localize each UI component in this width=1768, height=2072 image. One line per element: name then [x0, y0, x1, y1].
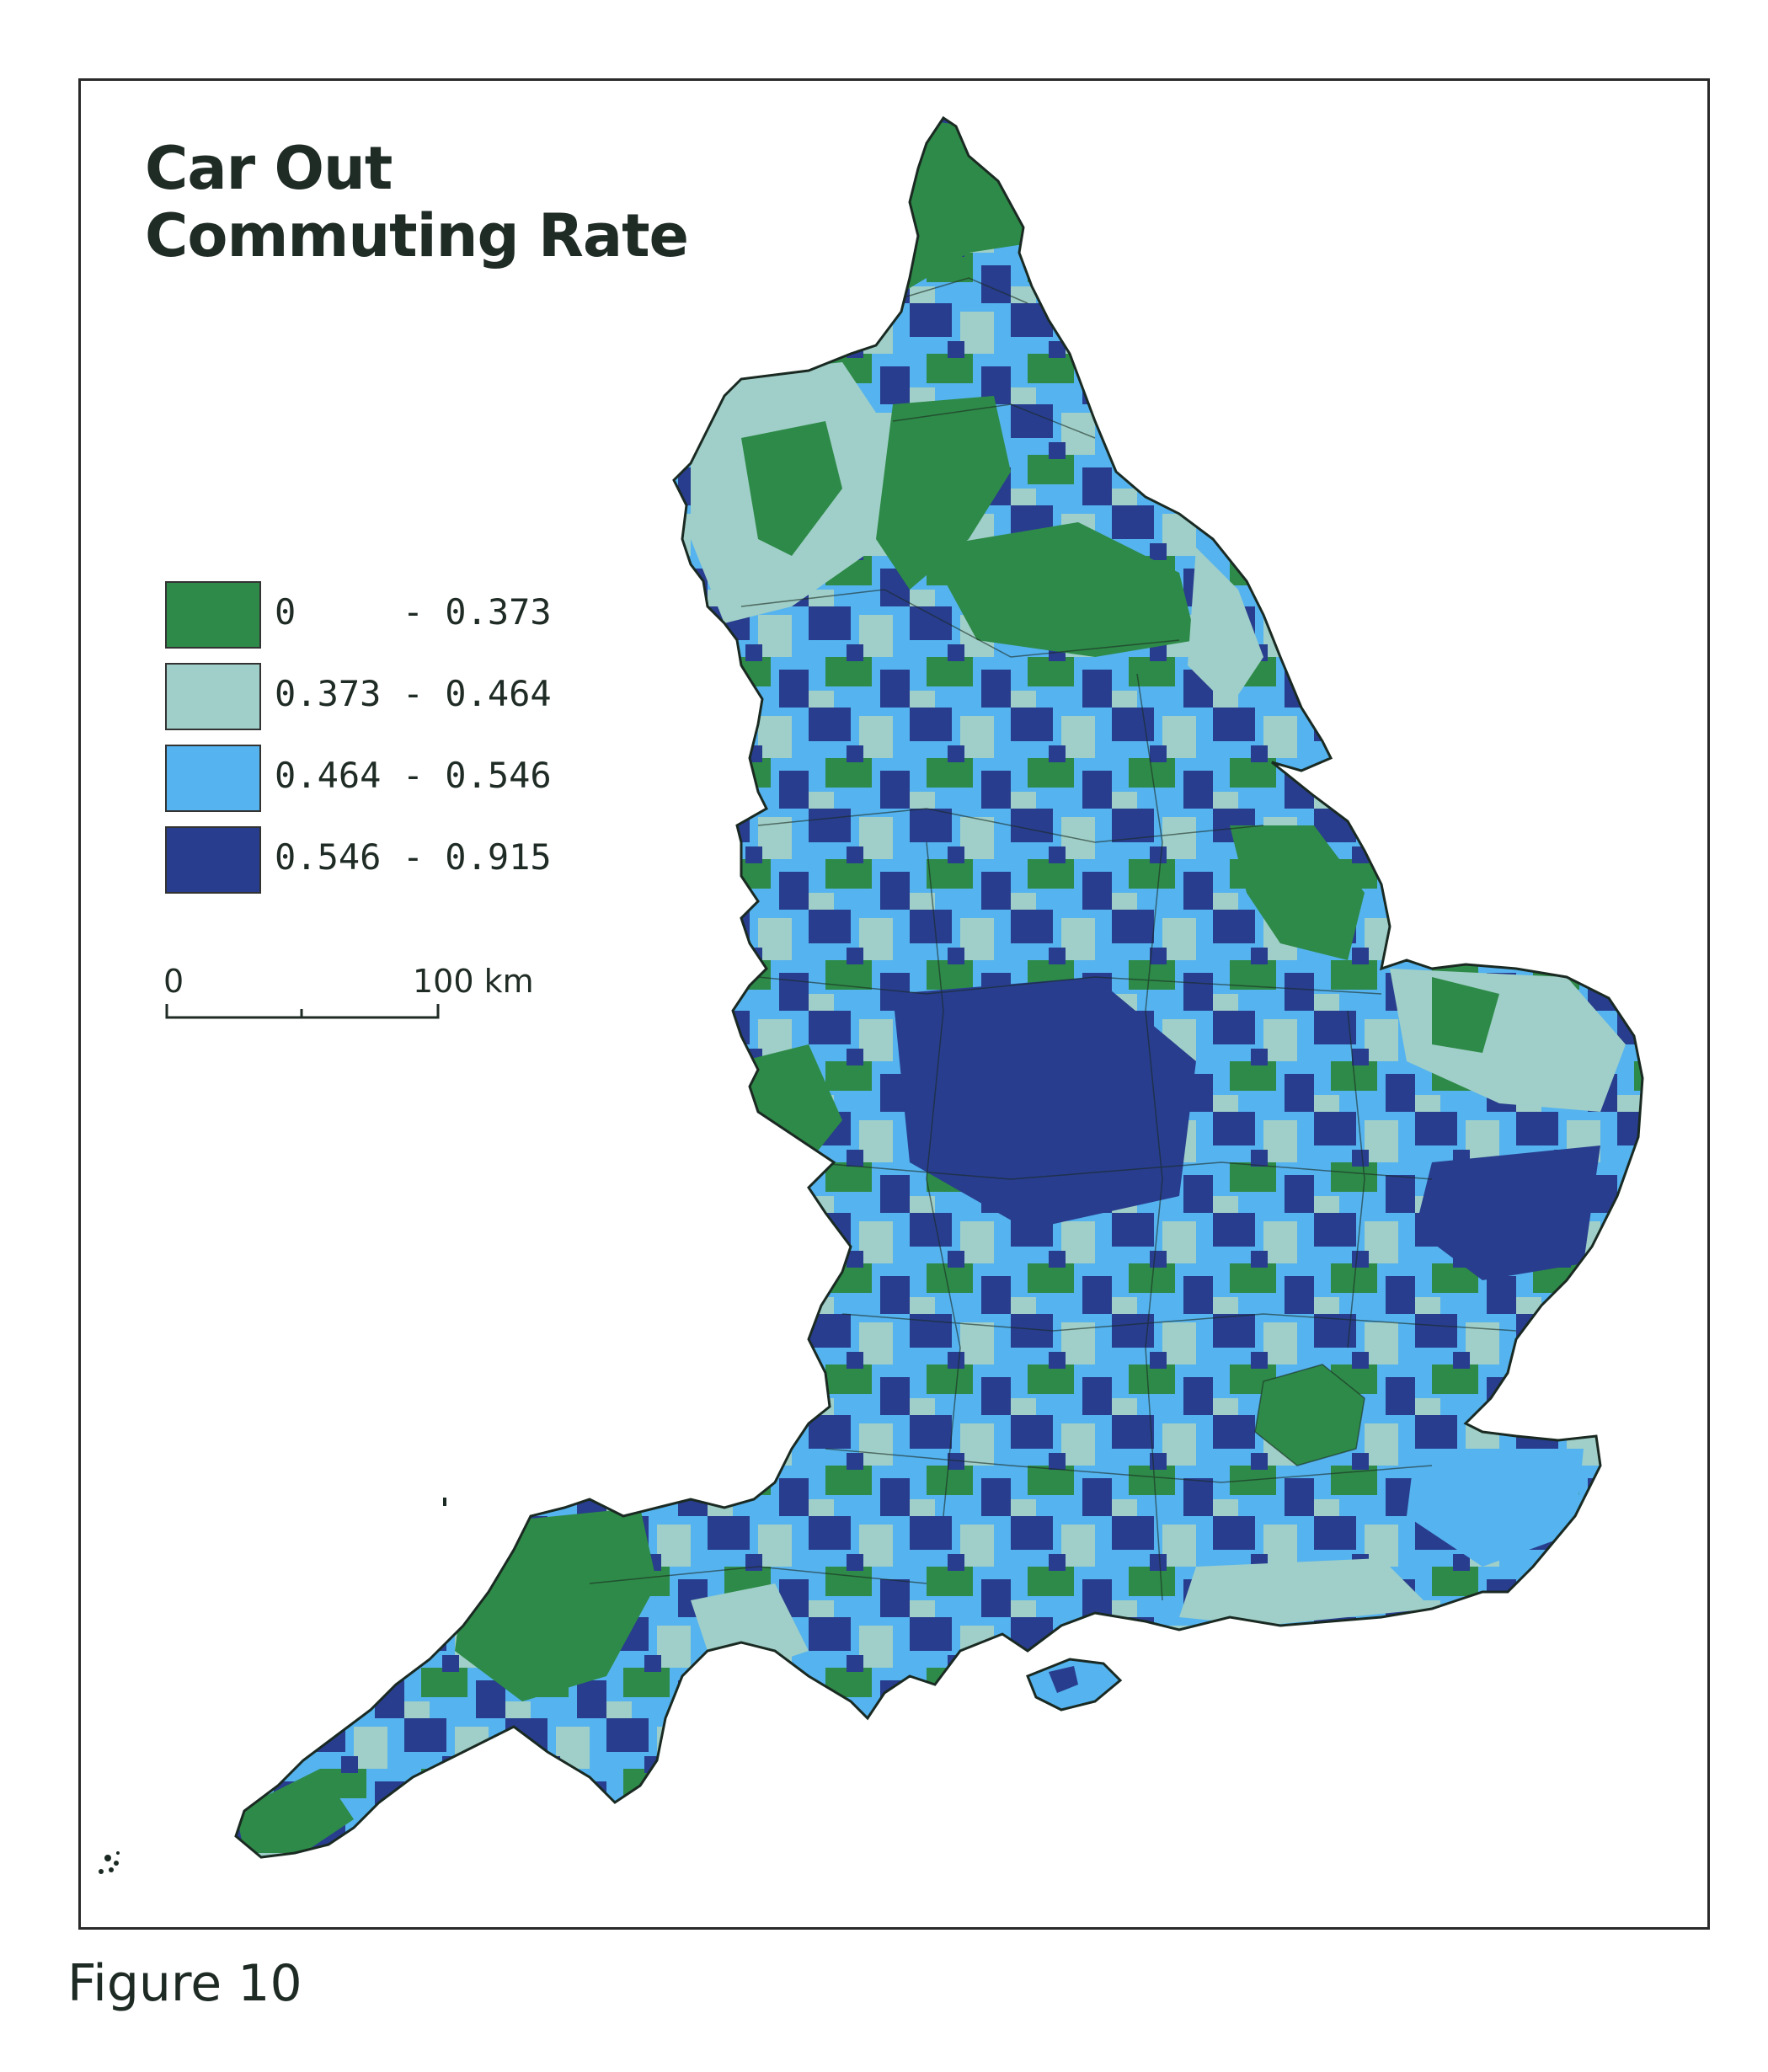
figure-frame [78, 78, 1710, 1930]
figure-caption: Figure 10 [67, 1954, 302, 2013]
map-region-norfolk-green [1432, 977, 1499, 1053]
lundy-island [443, 1498, 446, 1506]
map-region-suffolk [1415, 1145, 1600, 1280]
scale-bar-end-label: 100 km [413, 963, 534, 1000]
legend-label: 0.546 - 0.915 [275, 836, 552, 878]
map-region-cornwall-tip [236, 1769, 354, 1853]
map-title-line1: Car Out [145, 134, 393, 203]
map-region-north-yorkshire [927, 522, 1196, 657]
map-region-lincolnshire [1230, 825, 1365, 960]
map-region-cumbria-green [741, 421, 842, 556]
scale-bar: 0 100 km [163, 963, 534, 1019]
scale-bar-start-label: 0 [163, 963, 184, 1000]
scale-bar-line [165, 1004, 440, 1019]
map-region-kent [1407, 1449, 1584, 1567]
legend-swatch [165, 663, 261, 730]
map-region-london [1255, 1364, 1365, 1466]
legend-label: 0.464 - 0.546 [275, 755, 552, 796]
isles-of-scilly [99, 1851, 120, 1874]
legend-swatch [165, 826, 261, 894]
map-region-east-yorkshire [1188, 547, 1263, 708]
legend-swatch [165, 745, 261, 812]
legend-label: 0 - 0.373 [275, 591, 552, 633]
map-title-line2: Commuting Rate [145, 201, 689, 270]
map-region-shropshire [741, 1179, 825, 1297]
legend-label: 0.373 - 0.464 [275, 673, 552, 714]
map-region-sussex [1179, 1558, 1432, 1626]
legend-swatch [165, 581, 261, 649]
map-region-pennines [876, 396, 1011, 590]
district-boundaries [589, 277, 1517, 1601]
england-coastline [234, 115, 1644, 1859]
map-region-midlands [893, 977, 1196, 1230]
isle-of-wight-patch [1049, 1666, 1078, 1693]
map-title: Car Out Commuting Rate [145, 134, 689, 270]
